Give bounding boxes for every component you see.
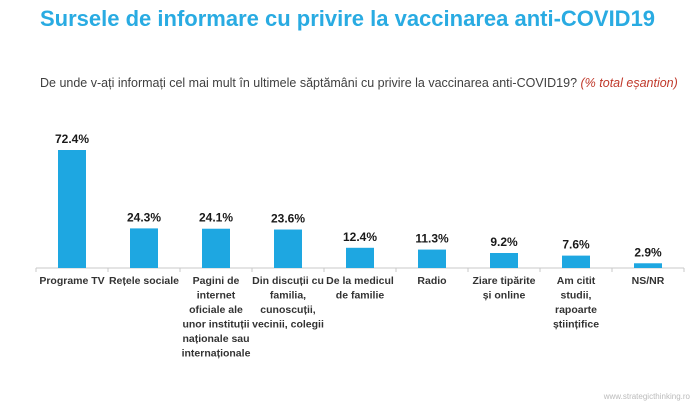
category-label-line: Programe TV <box>39 275 104 287</box>
bar <box>274 229 302 268</box>
data-label: 24.3% <box>127 210 161 224</box>
data-label: 12.4% <box>343 230 377 244</box>
category-label: Din discuții cu familia, cunoscuții, vecini… <box>252 275 324 331</box>
category-label-line: oficiale ale <box>189 304 243 316</box>
category-label-line: rapoarte <box>555 304 597 316</box>
category-label-line: cunoscuții, <box>260 304 316 316</box>
sample-note: (% total eșantion) <box>580 76 678 90</box>
data-label: 7.6% <box>562 238 590 252</box>
chart-subtitle: De unde v-ați informați cel mai mult în … <box>40 76 690 90</box>
category-label-line: internet <box>197 290 236 302</box>
category-label-line: Rețele sociale <box>109 275 179 287</box>
bar <box>562 255 590 268</box>
category-label: Programe TV <box>39 275 104 287</box>
data-label: 9.2% <box>490 235 518 249</box>
bar <box>346 247 374 268</box>
category-label-line: NS/NR <box>632 275 665 287</box>
category-label-line: naționale sau <box>182 333 249 345</box>
category-label-line: studii, <box>561 290 592 302</box>
question-text: De unde v-ați informați cel mai mult în … <box>40 76 578 90</box>
category-label-line: De la medicul <box>326 275 394 287</box>
category-label: Ziare tipărite și online <box>472 275 535 302</box>
category-label-line: vecinii, colegii <box>252 319 324 331</box>
category-label-line: Pagini de <box>193 275 240 287</box>
category-label: Rețele sociale <box>109 275 179 287</box>
category-label-line: Ziare tipărite <box>472 275 535 287</box>
category-label: NS/NR <box>632 275 665 287</box>
category-label-line: Din discuții cu <box>252 275 324 287</box>
data-label: 24.1% <box>199 211 233 225</box>
bar <box>418 249 446 268</box>
data-label: 72.4% <box>55 132 89 146</box>
category-label-line: unor instituții <box>182 319 249 331</box>
category-label-line: familia, <box>270 290 306 302</box>
data-label: 11.3% <box>415 232 449 246</box>
bar <box>202 228 230 268</box>
category-label: De la medicul de familie <box>326 275 394 302</box>
bar <box>634 263 662 268</box>
bar <box>490 253 518 268</box>
data-label: 2.9% <box>634 245 662 259</box>
source-footer: www.strategicthinking.ro <box>603 392 690 401</box>
category-label: Am citit studii, rapoarte științifice <box>553 275 599 331</box>
category-label: Pagini de internet oficiale ale unor instit… <box>182 275 251 360</box>
category-label-line: științifice <box>553 319 599 331</box>
data-label: 23.6% <box>271 212 305 226</box>
bar <box>58 150 86 268</box>
category-label-line: Am citit <box>557 275 596 287</box>
bar <box>130 228 158 268</box>
chart-title: Sursele de informare cu privire la vacci… <box>40 6 656 31</box>
category-label-line: de familie <box>336 290 385 302</box>
category-label: Radio <box>417 275 446 287</box>
category-label-line: Radio <box>417 275 446 287</box>
category-label-line: internaționale <box>182 348 251 360</box>
category-label-line: și online <box>483 290 526 302</box>
